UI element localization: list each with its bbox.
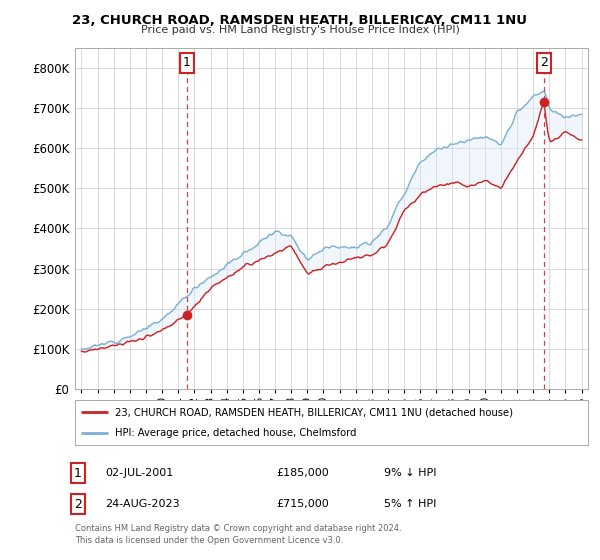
Text: 2: 2 (74, 497, 82, 511)
Text: This data is licensed under the Open Government Licence v3.0.: This data is licensed under the Open Gov… (75, 536, 343, 545)
Text: Contains HM Land Registry data © Crown copyright and database right 2024.: Contains HM Land Registry data © Crown c… (75, 524, 401, 533)
Text: 24-AUG-2023: 24-AUG-2023 (105, 499, 179, 509)
Text: 5% ↑ HPI: 5% ↑ HPI (384, 499, 436, 509)
Text: 9% ↓ HPI: 9% ↓ HPI (384, 468, 437, 478)
Text: 02-JUL-2001: 02-JUL-2001 (105, 468, 173, 478)
Text: 2: 2 (539, 57, 548, 69)
Text: 1: 1 (183, 57, 191, 69)
Text: HPI: Average price, detached house, Chelmsford: HPI: Average price, detached house, Chel… (115, 428, 356, 438)
Text: Price paid vs. HM Land Registry's House Price Index (HPI): Price paid vs. HM Land Registry's House … (140, 25, 460, 35)
Text: 23, CHURCH ROAD, RAMSDEN HEATH, BILLERICAY, CM11 1NU (detached house): 23, CHURCH ROAD, RAMSDEN HEATH, BILLERIC… (115, 408, 513, 418)
Text: 1: 1 (74, 466, 82, 480)
Text: £715,000: £715,000 (276, 499, 329, 509)
Text: £185,000: £185,000 (276, 468, 329, 478)
Text: 23, CHURCH ROAD, RAMSDEN HEATH, BILLERICAY, CM11 1NU: 23, CHURCH ROAD, RAMSDEN HEATH, BILLERIC… (73, 14, 527, 27)
